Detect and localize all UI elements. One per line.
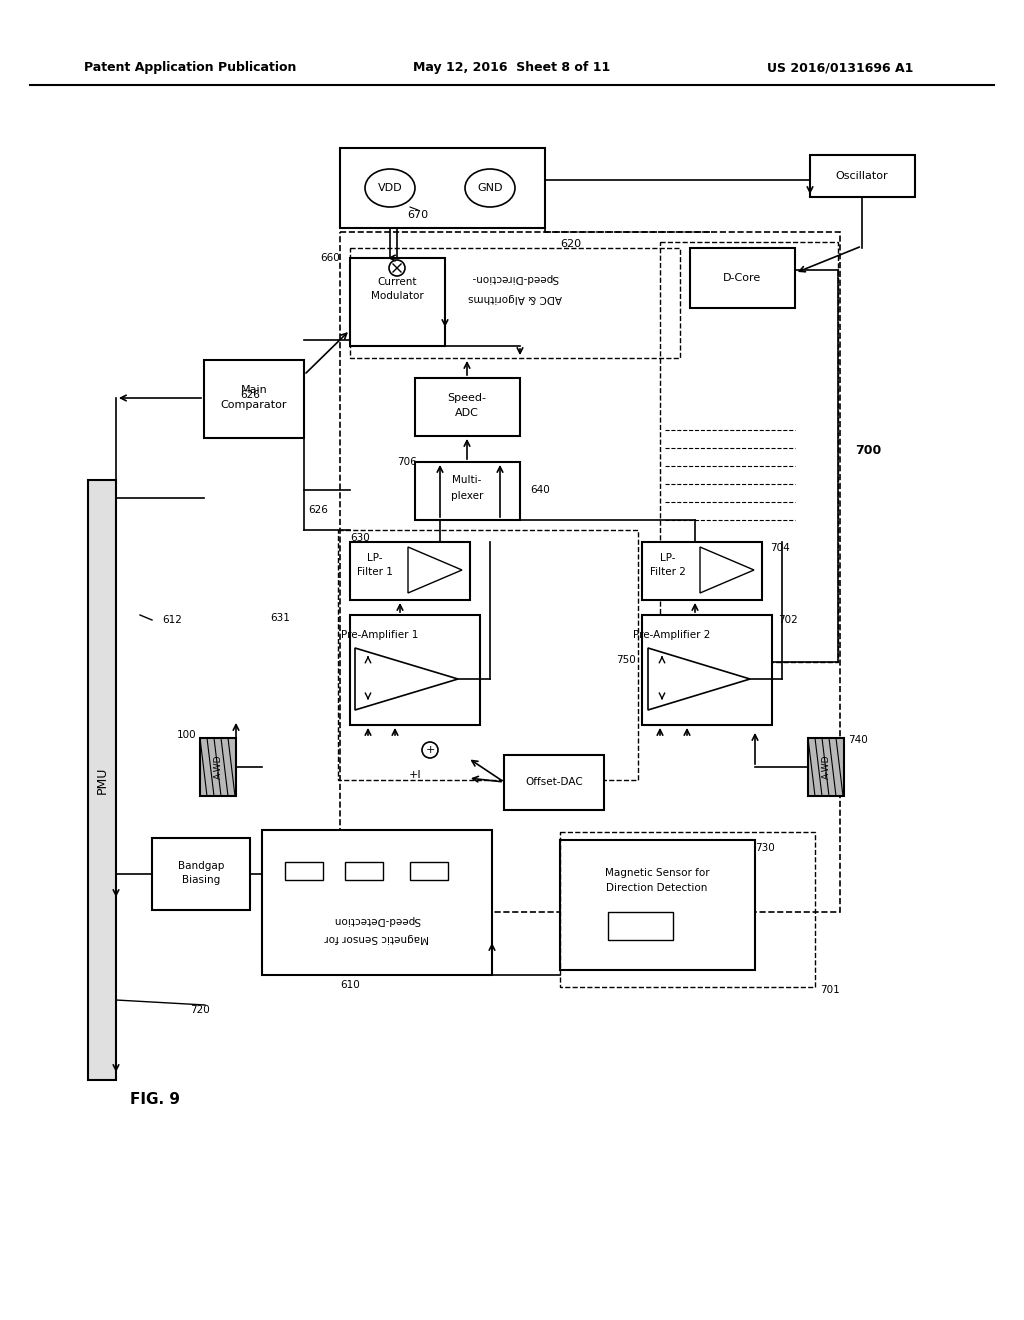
Text: ADC: ADC: [455, 408, 479, 418]
Bar: [285, 862, 323, 880]
Text: Magnetic Sensor for: Magnetic Sensor for: [605, 869, 710, 878]
Text: D-Core: D-Core: [723, 273, 761, 282]
Text: plexer: plexer: [451, 491, 483, 502]
Text: Bandgap: Bandgap: [178, 861, 224, 871]
Bar: [560, 832, 815, 987]
Text: Magnetic Sensor for: Magnetic Sensor for: [325, 933, 429, 942]
Text: 626: 626: [308, 506, 328, 515]
Text: 610: 610: [340, 979, 359, 990]
Text: 630: 630: [350, 533, 370, 543]
Text: 702: 702: [778, 615, 798, 624]
Text: Modulator: Modulator: [371, 290, 423, 301]
Text: PMU: PMU: [95, 767, 109, 793]
Bar: [338, 531, 638, 780]
Text: 701: 701: [820, 985, 840, 995]
Bar: [410, 862, 449, 880]
Text: 706: 706: [397, 457, 417, 467]
Text: Direction Detection: Direction Detection: [606, 883, 708, 894]
Text: Biasing: Biasing: [182, 875, 220, 884]
Text: 670: 670: [408, 210, 429, 220]
Bar: [504, 755, 604, 810]
Bar: [415, 378, 520, 436]
Text: Speed-Detection: Speed-Detection: [334, 915, 421, 925]
Bar: [350, 543, 470, 601]
Text: Speed-: Speed-: [447, 393, 486, 403]
Text: Main: Main: [241, 385, 267, 395]
Text: Current: Current: [377, 277, 417, 286]
Bar: [690, 248, 795, 308]
Bar: [345, 862, 383, 880]
Bar: [262, 830, 492, 975]
Text: 612: 612: [162, 615, 182, 624]
Text: Offset-DAC: Offset-DAC: [525, 777, 583, 787]
Bar: [200, 738, 236, 796]
Text: VDD: VDD: [378, 183, 402, 193]
Text: 100: 100: [176, 730, 196, 741]
Text: Comparator: Comparator: [221, 400, 288, 411]
Text: 740: 740: [848, 735, 867, 744]
Text: 730: 730: [755, 843, 775, 853]
Bar: [415, 462, 520, 520]
Text: Filter 2: Filter 2: [650, 568, 686, 577]
Text: +: +: [425, 744, 434, 755]
Bar: [340, 232, 840, 912]
Bar: [808, 738, 844, 796]
Text: Pre-Amplifier 1: Pre-Amplifier 1: [341, 630, 419, 640]
Text: FIG. 9: FIG. 9: [130, 1093, 180, 1107]
Text: Patent Application Publication: Patent Application Publication: [84, 62, 296, 74]
Text: 626: 626: [240, 389, 260, 400]
Text: Filter 1: Filter 1: [357, 568, 393, 577]
Text: +I: +I: [409, 770, 421, 780]
Bar: [88, 480, 116, 1080]
Text: Multi-: Multi-: [453, 475, 481, 484]
Text: 720: 720: [190, 1005, 210, 1015]
Text: 660: 660: [321, 253, 340, 263]
Text: ADC & Algorithms: ADC & Algorithms: [468, 293, 562, 304]
Text: US 2016/0131696 A1: US 2016/0131696 A1: [767, 62, 913, 74]
Text: 620: 620: [560, 239, 582, 249]
Text: Pre-Amplifier 2: Pre-Amplifier 2: [633, 630, 711, 640]
Bar: [350, 615, 480, 725]
Bar: [642, 543, 762, 601]
Bar: [560, 840, 755, 970]
Text: May 12, 2016  Sheet 8 of 11: May 12, 2016 Sheet 8 of 11: [414, 62, 610, 74]
Text: 640: 640: [530, 484, 550, 495]
Bar: [608, 912, 673, 940]
Bar: [350, 257, 445, 346]
Text: GND: GND: [477, 183, 503, 193]
Bar: [642, 615, 772, 725]
Text: 700: 700: [855, 444, 882, 457]
Text: A-WD: A-WD: [821, 755, 830, 779]
Text: Oscillator: Oscillator: [836, 172, 888, 181]
Text: A-WD: A-WD: [213, 755, 222, 779]
Text: LP-: LP-: [368, 553, 383, 564]
Text: 704: 704: [770, 543, 790, 553]
Bar: [152, 838, 250, 909]
Bar: [810, 154, 915, 197]
Bar: [340, 148, 545, 228]
Text: 750: 750: [616, 655, 636, 665]
Text: Speed-Direction-: Speed-Direction-: [471, 273, 559, 282]
Bar: [660, 242, 838, 663]
Bar: [204, 360, 304, 438]
Bar: [350, 248, 680, 358]
Text: 631: 631: [270, 612, 290, 623]
Text: LP-: LP-: [660, 553, 676, 564]
